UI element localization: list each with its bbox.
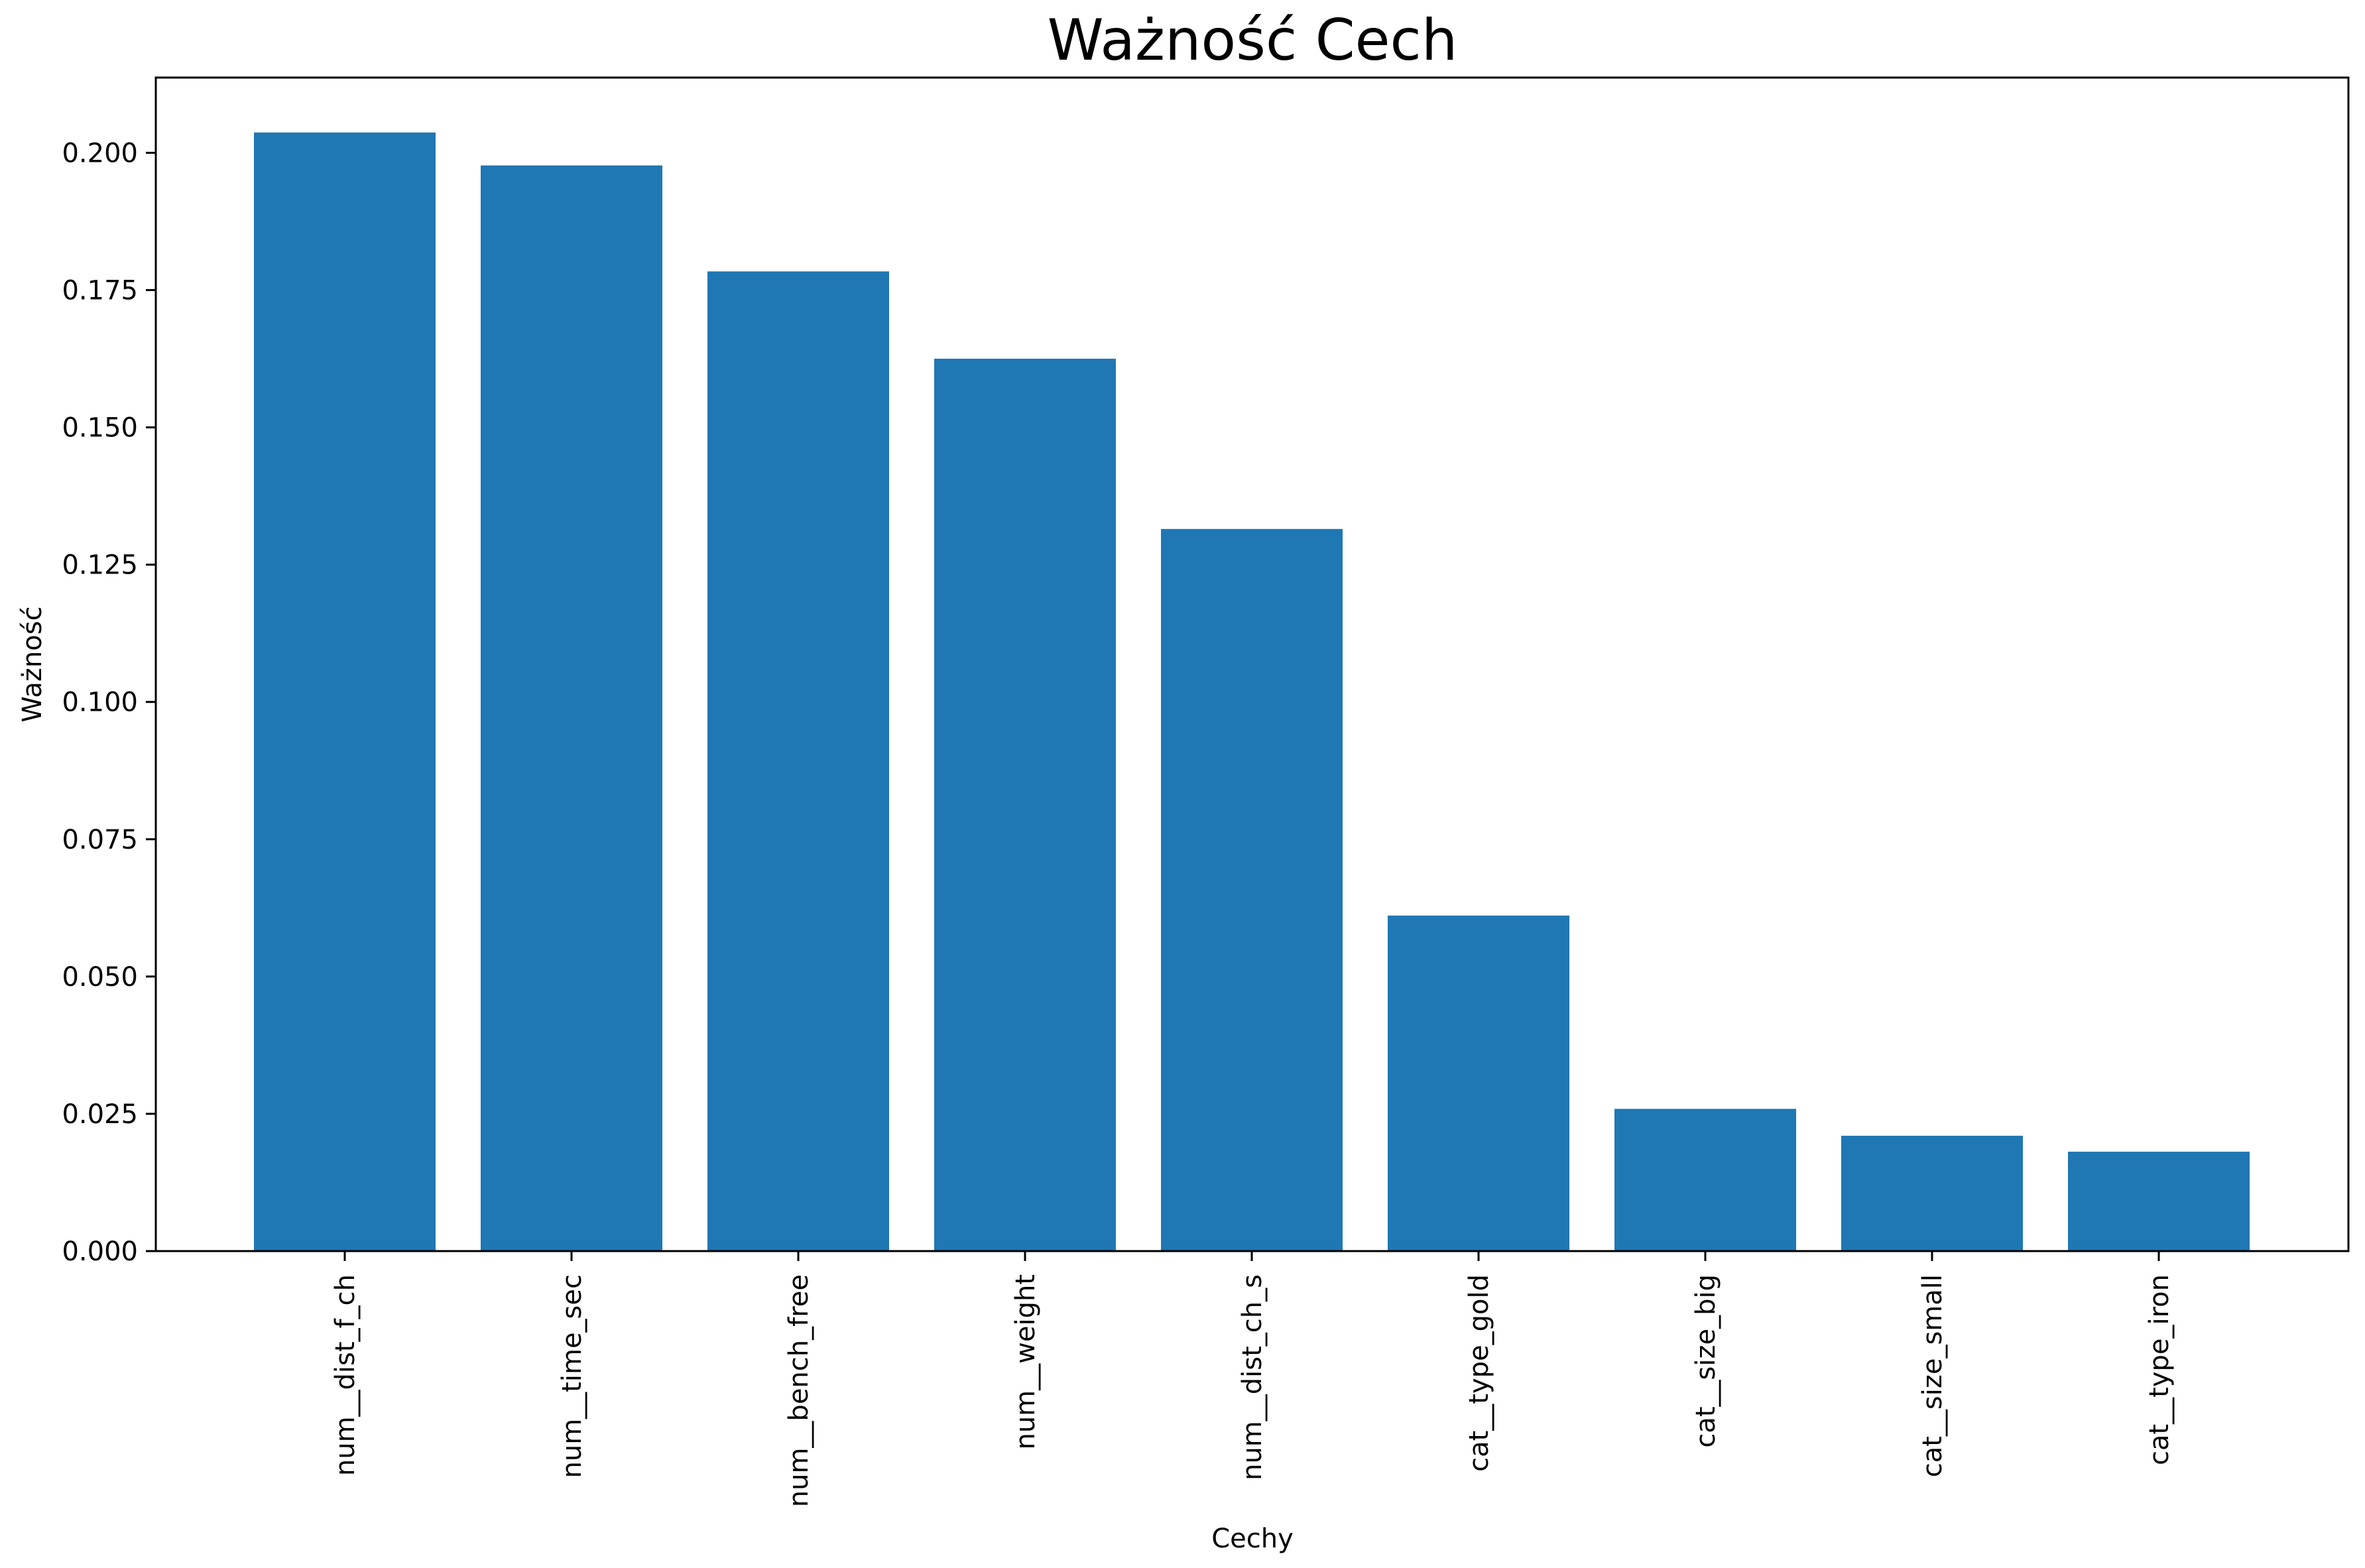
bar-num__weight	[934, 359, 1116, 1252]
x-tick-label: num__dist_ch_s	[1237, 1274, 1268, 1480]
y-tick-label: 0.200	[62, 138, 138, 168]
chart-title: Ważność Cech	[1048, 7, 1458, 74]
y-tick-label: 0.075	[62, 825, 138, 855]
y-tick-label: 0.125	[62, 550, 138, 581]
x-tick-label: num__time_sec	[557, 1274, 587, 1478]
x-tick-label: num__bench_free	[784, 1274, 814, 1507]
x-tick-label: num__dist_f_ch	[330, 1274, 361, 1476]
y-axis-label: Ważność	[17, 606, 48, 722]
x-tick-label: cat__type_iron	[2144, 1274, 2175, 1465]
bar-cat__type_gold	[1388, 915, 1569, 1251]
x-tick-label: num__weight	[1010, 1274, 1041, 1450]
x-tick-label: cat__size_small	[1917, 1274, 1948, 1477]
bar-cat__size_big	[1614, 1109, 1796, 1251]
bar-cat__size_small	[1841, 1136, 2023, 1251]
y-tick-label: 0.025	[62, 1099, 138, 1130]
y-tick-label: 0.175	[62, 276, 138, 306]
y-tick-label: 0.150	[62, 413, 138, 444]
bar-num__time_sec	[481, 165, 662, 1252]
bar-num__dist_ch_s	[1161, 528, 1343, 1251]
bar-cat__type_iron	[2068, 1152, 2250, 1251]
x-tick-label: cat__size_big	[1691, 1274, 1721, 1448]
y-tick-label: 0.100	[62, 688, 138, 718]
y-tick-label: 0.050	[62, 962, 138, 993]
plot-frame	[154, 76, 2350, 1252]
y-axis: 0.000 0.025 0.050 0.075 0.100 0.125 0.150 0.175…	[62, 138, 156, 1267]
bar-num__bench_free	[707, 271, 889, 1251]
bar-num__dist_f_ch	[254, 132, 436, 1251]
x-axis: num__dist_f_ch num__time_sec num__bench_fr…	[330, 1251, 2175, 1507]
x-tick-label: cat__type_gold	[1464, 1274, 1494, 1472]
bars-layer	[254, 132, 2250, 1252]
y-tick-label: 0.000	[62, 1236, 138, 1267]
x-axis-label: Cechy	[1211, 1524, 1294, 1554]
